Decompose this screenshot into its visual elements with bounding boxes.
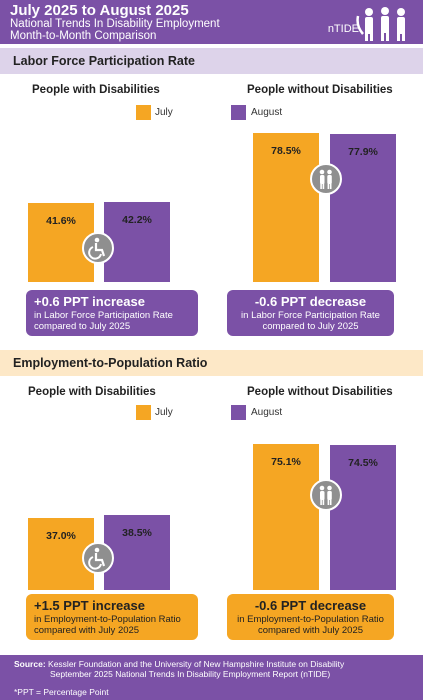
callout-detail-1: in Employment-to-Population Ratio (237, 614, 384, 625)
source-line-1: Kessler Foundation and the University of… (48, 659, 345, 669)
legend-label-august: August (251, 407, 283, 418)
legend-swatch-july (136, 405, 151, 420)
legend-swatch-august (231, 105, 246, 120)
ntide-logo-icon (356, 7, 405, 41)
ntide-logo-text: nTIDE (327, 23, 359, 35)
bar-epop-without-july (253, 443, 319, 590)
wheelchair-icon (82, 232, 114, 264)
bar-epop-with-august (104, 514, 170, 590)
bar-lfpr-with-august (104, 201, 170, 282)
bar-label-lfpr-with-july: 41.6% (46, 214, 76, 227)
bar-label-lfpr-without-july: 78.5% (271, 144, 301, 157)
bar-label-epop-with-august: 38.5% (122, 526, 152, 539)
callout-detail-2: compared with July 2025 (257, 625, 364, 636)
footer-banner: Source: Kessler Foundation and the Unive… (0, 655, 423, 700)
ppt-note: *PPT = Percentage Point (14, 687, 109, 697)
legend-swatch-july (136, 105, 151, 120)
legend-label-july: July (155, 407, 173, 418)
callout-detail-2: compared to July 2025 (262, 321, 359, 332)
bar-lfpr-without-july (253, 132, 319, 282)
people-icon (310, 163, 342, 195)
callout-lfpr-with: +0.6 PPT increase in Labor Force Partici… (26, 290, 198, 336)
group-heading-with-disabilities: People with Disabilities (32, 84, 160, 96)
group-heading-with-disabilities: People with Disabilities (28, 386, 156, 398)
group-heading-without-disabilities: People without Disabilities (247, 386, 393, 398)
source-note: Source: Kessler Foundation and the Unive… (14, 659, 414, 679)
bar-label-epop-without-august: 74.5% (348, 456, 378, 469)
callout-detail-1: in Employment-to-Population Ratio (34, 614, 181, 625)
source-line-2: September 2025 National Trends In Disabi… (50, 669, 331, 679)
subtitle-line-2: Month-to-Month Comparison (10, 30, 157, 42)
callout-detail-2: compared to July 2025 (34, 321, 131, 332)
callout-epop-without: -0.6 PPT decrease in Employment-to-Popul… (227, 594, 394, 640)
callout-headline: -0.6 PPT decrease (254, 294, 367, 309)
bar-label-epop-with-july: 37.0% (46, 529, 76, 542)
bar-label-lfpr-with-august: 42.2% (122, 213, 152, 226)
people-icon (310, 479, 342, 511)
section-title-lfpr: Labor Force Participation Rate (13, 54, 195, 68)
page-title: July 2025 to August 2025 (10, 2, 189, 19)
section-band-epop: Employment-to-Population Ratio (0, 350, 423, 376)
group-heading-without-disabilities: People without Disabilities (247, 84, 393, 96)
bar-lfpr-without-august (330, 133, 396, 282)
wheelchair-icon (82, 542, 114, 574)
section-band-lfpr: Labor Force Participation Rate (0, 48, 423, 74)
callout-detail-1: in Labor Force Participation Rate (34, 310, 173, 321)
callout-epop-with: +1.5 PPT increase in Employment-to-Popul… (26, 594, 198, 640)
legend-label-august: August (251, 107, 283, 118)
header-banner: July 2025 to August 2025 National Trends… (0, 0, 423, 44)
callout-headline: -0.6 PPT decrease (254, 598, 367, 613)
source-label: Source: (14, 659, 46, 669)
bar-label-lfpr-without-august: 77.9% (348, 145, 378, 158)
callout-headline: +1.5 PPT increase (34, 598, 145, 613)
callout-detail-2: compared with July 2025 (34, 625, 140, 636)
subtitle-line-1: National Trends In Disability Employment (10, 18, 220, 30)
section-title-epop: Employment-to-Population Ratio (13, 356, 208, 370)
bar-label-epop-without-july: 75.1% (271, 455, 301, 468)
callout-headline: +0.6 PPT increase (34, 294, 145, 309)
callout-detail-1: in Labor Force Participation Rate (241, 310, 380, 321)
bar-epop-without-august (330, 444, 396, 590)
legend-swatch-august (231, 405, 246, 420)
callout-lfpr-without: -0.6 PPT decrease in Labor Force Partici… (227, 290, 394, 336)
legend-label-july: July (155, 107, 173, 118)
page-subtitle: National Trends In Disability Employment… (10, 18, 220, 42)
